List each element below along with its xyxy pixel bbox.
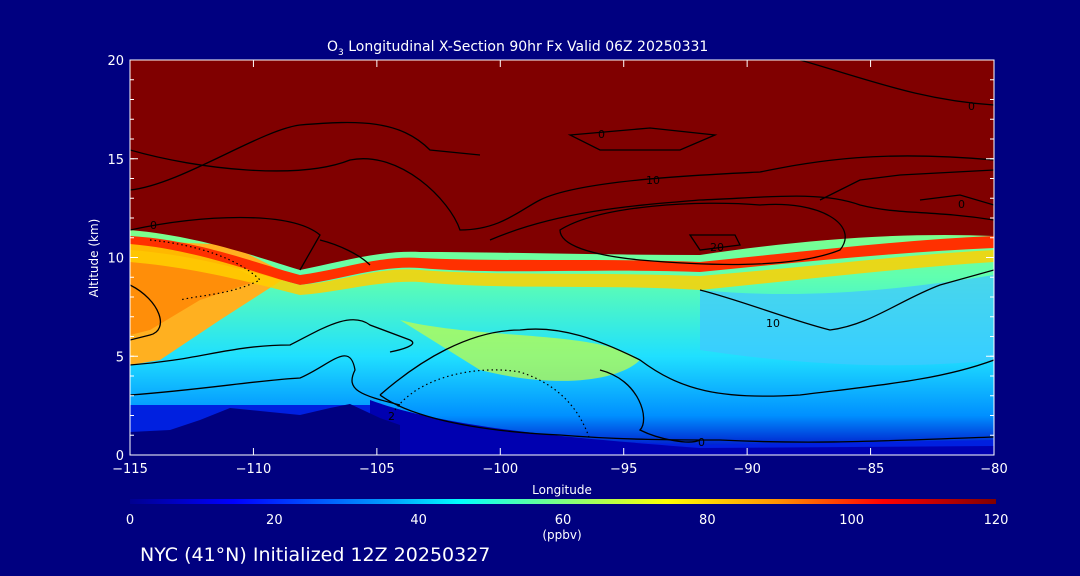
colorbar-tick-label: 120 bbox=[984, 513, 1009, 528]
footer-info: NYC (41°N) Initialized 12Z 20250327 bbox=[140, 544, 490, 566]
contour-label: 10 bbox=[766, 317, 780, 330]
x-axis-ticks: −115 −110 −105 −100 −95 −90 −85 −80 bbox=[112, 60, 1008, 477]
colorbar-tick-label: 40 bbox=[410, 513, 427, 528]
contour-label: 0 bbox=[150, 219, 157, 232]
x-tick-label: −90 bbox=[733, 462, 760, 477]
x-tick-label: −115 bbox=[112, 462, 148, 477]
y-tick-label: 15 bbox=[107, 153, 124, 168]
colorbar bbox=[130, 499, 996, 504]
y-tick-label: 0 bbox=[116, 449, 124, 464]
title-subscript: 3 bbox=[338, 48, 344, 58]
x-tick-label: −80 bbox=[980, 462, 1007, 477]
colorbar-tick-label: 80 bbox=[699, 513, 716, 528]
colorbar-tick-label: 100 bbox=[839, 513, 864, 528]
y-tick-label: 5 bbox=[116, 350, 124, 365]
ozone-field bbox=[130, 60, 994, 455]
contour-label-group: 0 10 20 0 10 0 0 2 0 bbox=[150, 100, 975, 449]
contour-label: 0 bbox=[968, 100, 975, 113]
x-tick-label: −110 bbox=[236, 462, 272, 477]
contour-label: 0 bbox=[958, 198, 965, 211]
colorbar-tick-label: 60 bbox=[555, 513, 572, 528]
x-tick-label: −85 bbox=[857, 462, 884, 477]
x-tick-label: −105 bbox=[359, 462, 395, 477]
y-tick-label: 20 bbox=[107, 54, 124, 69]
contour-label: 0 bbox=[598, 128, 605, 141]
chart-title: O3 Longitudinal X-Section 90hr Fx Valid … bbox=[327, 39, 708, 58]
x-axis-label: Longitude bbox=[532, 483, 592, 497]
colorbar-unit: (ppbv) bbox=[542, 528, 581, 542]
colorbar-tick-label: 0 bbox=[126, 513, 134, 528]
contour-label: 10 bbox=[646, 174, 660, 187]
x-tick-label: −100 bbox=[482, 462, 518, 477]
contour-lines bbox=[130, 60, 994, 443]
colorbar-tick-label: 20 bbox=[266, 513, 283, 528]
contour-label: 0 bbox=[698, 436, 705, 449]
title-prefix: O bbox=[327, 39, 338, 55]
y-axis-label: Altitude (km) bbox=[87, 219, 101, 298]
contour-label: 2 bbox=[388, 410, 395, 423]
contour-label: 20 bbox=[710, 241, 724, 254]
x-tick-label: −95 bbox=[610, 462, 637, 477]
y-tick-label: 10 bbox=[107, 252, 124, 267]
dotted-contours bbox=[149, 239, 591, 441]
colorbar-ticks: 0 20 40 60 80 100 120 bbox=[126, 513, 1009, 528]
title-rest: Longitudinal X-Section 90hr Fx Valid 06Z… bbox=[344, 39, 709, 55]
